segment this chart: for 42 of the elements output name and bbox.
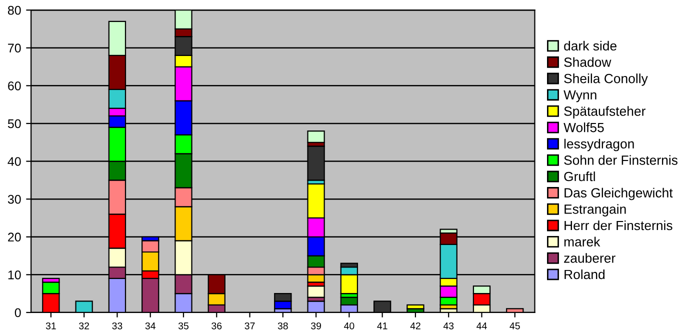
x-tick-label: 32 bbox=[79, 322, 89, 330]
legend-label: Shadow bbox=[564, 57, 612, 67]
y-tick-label: 80 bbox=[8, 6, 21, 15]
x-tick-label: 35 bbox=[178, 322, 188, 330]
legend-label: Roland bbox=[564, 269, 604, 280]
legend-label: lessydragon bbox=[564, 138, 634, 152]
x-tick-label: 43 bbox=[443, 322, 454, 330]
x-tick-label: 39 bbox=[311, 322, 321, 330]
x-tick-label: 40 bbox=[344, 322, 354, 330]
legend-label: dark side bbox=[564, 40, 616, 51]
x-tick-label: 45 bbox=[510, 322, 520, 330]
y-tick-label: 30 bbox=[8, 194, 21, 204]
y-tick-label: 0 bbox=[14, 308, 21, 318]
bar bbox=[307, 130, 325, 143]
legend-label: Sheila Conolly bbox=[564, 74, 648, 86]
x-tick-label: 42 bbox=[410, 322, 420, 330]
legend-label: Gruftl bbox=[564, 171, 595, 182]
bar bbox=[307, 285, 325, 298]
x-tick-label: 36 bbox=[212, 322, 222, 330]
legend-label: zauberer bbox=[564, 253, 616, 263]
legend-label: Wynn bbox=[564, 90, 596, 102]
x-tick-label: 44 bbox=[476, 322, 487, 330]
legend-label: Sohn der Finsternis bbox=[564, 155, 678, 165]
y-tick-label: 70 bbox=[8, 44, 21, 53]
x-tick-label: 31 bbox=[46, 322, 56, 330]
x-tick-label: 33 bbox=[112, 322, 122, 330]
x-tick-label: 34 bbox=[145, 322, 156, 330]
legend-label: Herr der Finsternis bbox=[564, 220, 672, 230]
bar bbox=[406, 304, 424, 310]
x-tick-label: 38 bbox=[278, 322, 288, 330]
legend-label: Spätaufsteher bbox=[564, 106, 646, 118]
y-tick-label: 10 bbox=[8, 270, 21, 280]
legend-label: Wolf55 bbox=[564, 122, 604, 132]
legend-label: Das Gleichgewicht bbox=[564, 188, 673, 200]
x-tick-label: 41 bbox=[377, 322, 388, 330]
y-tick-label: 40 bbox=[8, 157, 21, 166]
y-tick-label: 50 bbox=[8, 119, 21, 128]
y-tick-label: 20 bbox=[8, 232, 21, 242]
x-tick-label: 37 bbox=[244, 322, 255, 330]
legend-label: Estrangain bbox=[564, 204, 626, 216]
legend-label: marek bbox=[564, 236, 600, 246]
y-tick-label: 60 bbox=[8, 81, 21, 90]
